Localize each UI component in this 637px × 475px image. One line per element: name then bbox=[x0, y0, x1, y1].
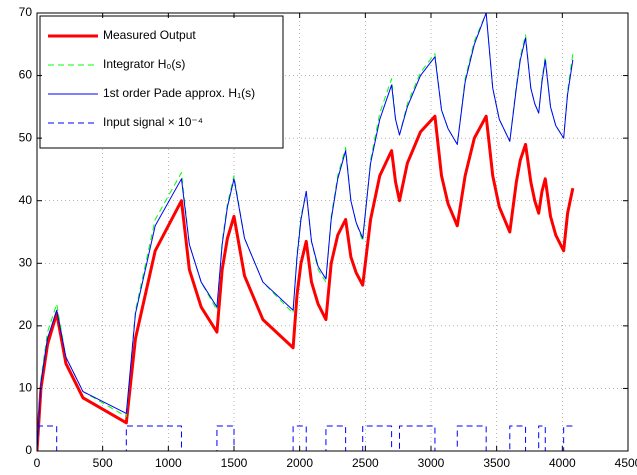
x-tick-label: 1500 bbox=[221, 456, 248, 470]
y-tick-label: 0 bbox=[25, 443, 32, 457]
y-tick-label: 20 bbox=[19, 318, 33, 332]
x-tick-label: 2000 bbox=[286, 456, 313, 470]
x-tick-label: 3000 bbox=[418, 456, 445, 470]
legend: Measured Output Integrator H₀(s) 1st order… bbox=[39, 15, 284, 149]
x-tick-label: 2500 bbox=[352, 456, 379, 470]
series-line bbox=[37, 425, 573, 451]
axes-box bbox=[36, 12, 629, 452]
x-tick-label: 1000 bbox=[155, 456, 182, 470]
y-tick-label: 10 bbox=[19, 381, 33, 395]
legend-box bbox=[39, 15, 284, 149]
y-tick-label: 60 bbox=[19, 68, 33, 82]
legend-label: Input signal × 10⁻⁴ bbox=[103, 115, 203, 129]
lines bbox=[37, 13, 575, 451]
legend-label: Measured Output bbox=[103, 28, 196, 42]
series-line bbox=[37, 114, 575, 451]
y-tick-label: 30 bbox=[19, 255, 33, 269]
x-tick-label: 3500 bbox=[483, 456, 510, 470]
legend-label: Integrator H₀(s) bbox=[103, 57, 185, 71]
series-line bbox=[37, 13, 574, 451]
series-line bbox=[37, 13, 574, 451]
y-tick-label: 40 bbox=[19, 193, 33, 207]
x-tick-label: 4000 bbox=[549, 456, 576, 470]
x-tick-label: 500 bbox=[93, 456, 113, 470]
y-tick-label: 50 bbox=[19, 130, 33, 144]
legend-label: 1st order Pade approx. H₁(s) bbox=[103, 86, 255, 100]
x-tick-label: 0 bbox=[34, 456, 41, 470]
y-tick-label: 70 bbox=[19, 5, 33, 19]
